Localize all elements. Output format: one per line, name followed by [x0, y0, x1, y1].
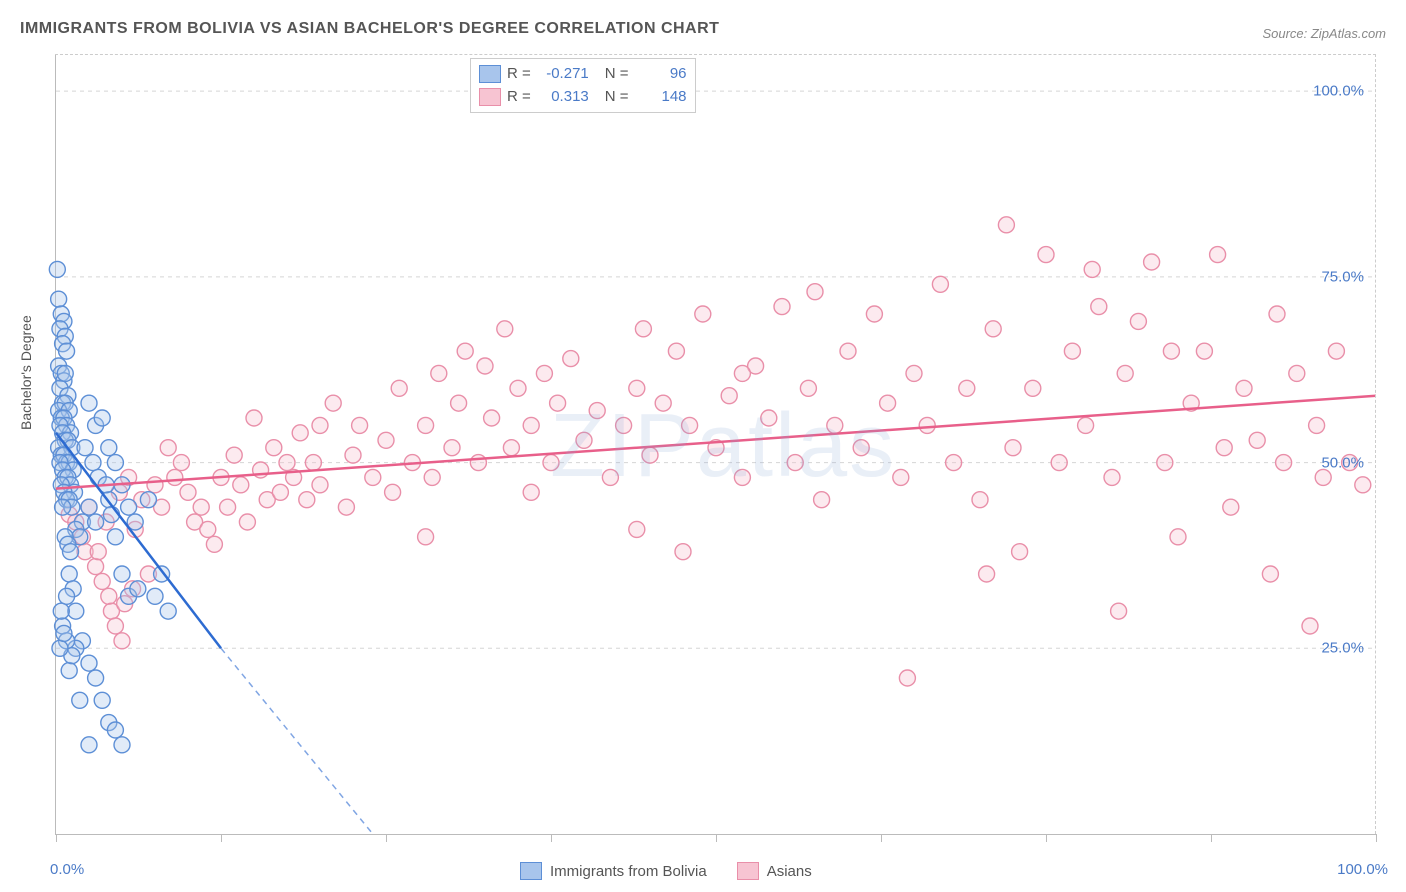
r-value-blue: -0.271 — [537, 63, 589, 86]
x-tick — [881, 834, 882, 842]
swatch-blue-icon — [479, 65, 501, 83]
x-tick — [56, 834, 57, 842]
y-tick-label: 75.0% — [1321, 268, 1364, 285]
x-tick — [1376, 834, 1377, 842]
x-tick — [221, 834, 222, 842]
legend-label-bolivia: Immigrants from Bolivia — [550, 863, 707, 880]
y-tick-label: 25.0% — [1321, 640, 1364, 657]
source-attribution: Source: ZipAtlas.com — [1262, 26, 1386, 41]
x-tick — [716, 834, 717, 842]
x-tick — [1211, 834, 1212, 842]
legend-correlation: R = -0.271 N = 96 R = 0.313 N = 148 — [470, 58, 696, 113]
legend-row-blue: R = -0.271 N = 96 — [479, 63, 687, 86]
swatch-pink-icon — [479, 88, 501, 106]
r-label-2: R = — [507, 86, 531, 109]
legend-label-asians: Asians — [767, 863, 812, 880]
x-tick — [386, 834, 387, 842]
legend-row-pink: R = 0.313 N = 148 — [479, 86, 687, 109]
scatter-svg — [56, 54, 1376, 834]
plot-area: 25.0% 50.0% 75.0% 100.0% — [55, 54, 1376, 835]
x-tick-right: 100.0% — [1337, 861, 1388, 878]
swatch-blue-icon — [520, 862, 542, 880]
legend-item-bolivia: Immigrants from Bolivia — [520, 862, 707, 880]
x-tick — [551, 834, 552, 842]
legend-series: Immigrants from Bolivia Asians — [520, 862, 812, 880]
legend-item-asians: Asians — [737, 862, 812, 880]
n-label-2: N = — [605, 86, 629, 109]
swatch-pink-icon — [737, 862, 759, 880]
chart-title: IMMIGRANTS FROM BOLIVIA VS ASIAN BACHELO… — [20, 20, 719, 38]
y-tick-label: 50.0% — [1321, 454, 1364, 471]
n-label: N = — [605, 63, 629, 86]
n-value-pink: 148 — [635, 86, 687, 109]
n-value-blue: 96 — [635, 63, 687, 86]
r-label: R = — [507, 63, 531, 86]
y-axis-label: Bachelor's Degree — [18, 315, 34, 430]
x-tick — [1046, 834, 1047, 842]
r-value-pink: 0.313 — [537, 86, 589, 109]
x-tick-left: 0.0% — [50, 861, 84, 878]
y-tick-label: 100.0% — [1313, 83, 1364, 100]
